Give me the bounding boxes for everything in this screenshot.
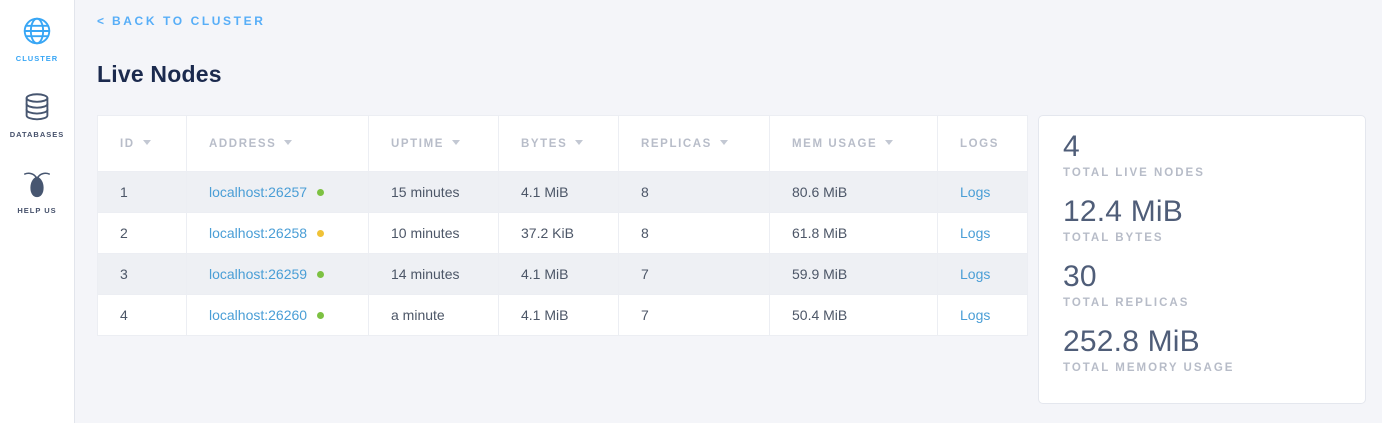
sort-arrow-icon [719,139,728,145]
back-to-cluster-link[interactable]: < BACK TO CLUSTER [97,14,265,28]
logs-link[interactable]: Logs [960,225,991,241]
table-row: 3 localhost:26259 14 minutes 4.1 MiB 7 5… [97,253,1028,295]
table-row: 4 localhost:26260 a minute 4.1 MiB 7 50.… [97,294,1028,336]
cell-bytes: 37.2 KiB [498,212,619,254]
cockroach-bug-icon [23,172,51,198]
cell-replicas: 8 [618,212,770,254]
logs-link[interactable]: Logs [960,184,991,200]
cell-replicas: 8 [618,171,770,213]
page-title: Live Nodes [97,61,222,87]
main-content: < BACK TO CLUSTER Live Nodes ID ADDRESS U… [75,0,1382,423]
sort-arrow-icon [452,139,461,145]
cell-logs: Logs [937,212,1028,254]
cell-uptime: 10 minutes [368,212,499,254]
cell-node-id: 2 [97,212,187,254]
sort-arrow-icon [885,139,894,145]
summary-total-replicas: 30 TOTAL REPLICAS [1063,260,1341,310]
summary-label: TOTAL BYTES [1063,232,1164,245]
cell-mem-usage: 61.8 MiB [769,212,938,254]
column-header-replicas[interactable]: REPLICAS [618,115,770,172]
column-header-uptime[interactable]: UPTIME [368,115,499,172]
live-nodes-table: ID ADDRESS UPTIME BYTES REPLICAS MEM USA… [97,115,1028,336]
sort-arrow-icon [284,139,293,145]
summary-total-bytes: 12.4 MiB TOTAL BYTES [1063,195,1341,245]
table-row: 1 localhost:26257 15 minutes 4.1 MiB 8 8… [97,171,1028,213]
sidebar: CLUSTER DATABASES HELP US [0,0,75,423]
globe-icon [23,17,51,45]
column-header-bytes[interactable]: BYTES [498,115,619,172]
summary-value: 12.4 MiB [1063,195,1183,229]
sort-arrow-icon [575,139,584,145]
sidebar-item-help-us[interactable]: HELP US [0,166,74,215]
cell-logs: Logs [937,294,1028,336]
summary-label: TOTAL LIVE NODES [1063,167,1205,180]
cell-logs: Logs [937,171,1028,213]
summary-value: 4 [1063,130,1080,163]
node-address-link[interactable]: localhost:26259 [209,266,308,282]
cell-address: localhost:26258 [186,212,369,254]
database-icon [25,93,49,121]
cell-mem-usage: 80.6 MiB [769,171,938,213]
node-status-dot [317,229,325,237]
sidebar-item-label: CLUSTER [15,54,59,63]
node-status-dot [317,188,325,196]
summary-label: TOTAL REPLICAS [1063,297,1190,310]
node-status-dot [317,270,325,278]
node-address-link[interactable]: localhost:26258 [209,225,308,241]
cell-uptime: 14 minutes [368,253,499,295]
cell-bytes: 4.1 MiB [498,294,619,336]
column-header-logs: LOGS [937,115,1028,172]
cell-address: localhost:26260 [186,294,369,336]
column-header-id[interactable]: ID [97,115,187,172]
sidebar-item-label: DATABASES [9,130,65,139]
sidebar-item-cluster[interactable]: CLUSTER [0,14,74,63]
logs-link[interactable]: Logs [960,307,991,323]
summary-value: 252.8 MiB [1063,325,1200,359]
cell-node-id: 4 [97,294,187,336]
node-status-dot [317,311,325,319]
summary-label: TOTAL MEMORY USAGE [1063,362,1235,375]
column-header-mem-usage[interactable]: MEM USAGE [769,115,938,172]
cell-replicas: 7 [618,253,770,295]
logs-link[interactable]: Logs [960,266,991,282]
node-address-link[interactable]: localhost:26260 [209,307,308,323]
column-header-address[interactable]: ADDRESS [186,115,369,172]
sidebar-item-databases[interactable]: DATABASES [0,90,74,139]
node-address-link[interactable]: localhost:26257 [209,184,308,200]
summary-total-memory-usage: 252.8 MiB TOTAL MEMORY USAGE [1063,325,1341,375]
summary-value: 30 [1063,260,1097,294]
cell-address: localhost:26259 [186,253,369,295]
back-link-label: BACK TO CLUSTER [112,14,266,28]
sidebar-item-label: HELP US [17,206,57,215]
cell-replicas: 7 [618,294,770,336]
table-row: 2 localhost:26258 10 minutes 37.2 KiB 8 … [97,212,1028,254]
cell-mem-usage: 59.9 MiB [769,253,938,295]
cell-address: localhost:26257 [186,171,369,213]
cell-bytes: 4.1 MiB [498,253,619,295]
cell-node-id: 3 [97,253,187,295]
back-chevron-icon: < [97,14,105,28]
cell-logs: Logs [937,253,1028,295]
cell-uptime: a minute [368,294,499,336]
table-header-row: ID ADDRESS UPTIME BYTES REPLICAS MEM USA… [97,115,1028,172]
sort-arrow-icon [142,139,151,145]
summary-total-live-nodes: 4 TOTAL LIVE NODES [1063,130,1341,180]
cell-mem-usage: 50.4 MiB [769,294,938,336]
cell-node-id: 1 [97,171,187,213]
cluster-summary-panel: 4 TOTAL LIVE NODES 12.4 MiB TOTAL BYTES … [1038,115,1366,404]
cell-uptime: 15 minutes [368,171,499,213]
cell-bytes: 4.1 MiB [498,171,619,213]
